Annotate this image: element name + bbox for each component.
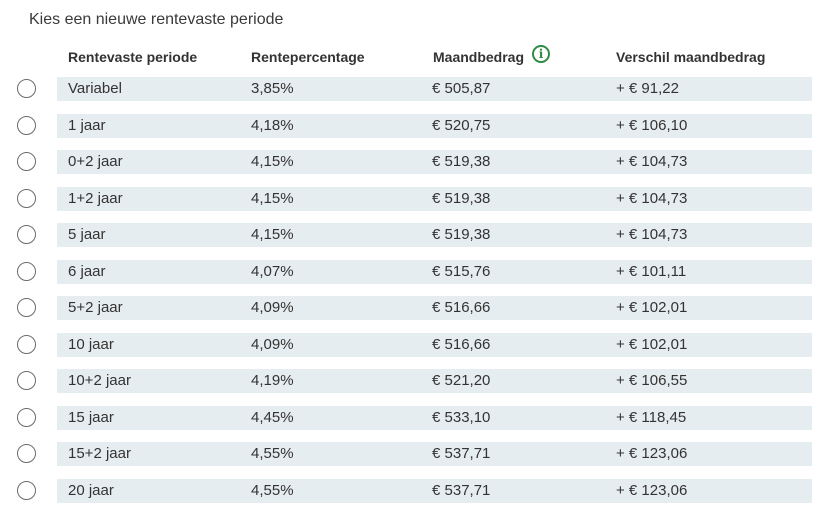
radio-button[interactable] <box>17 407 36 427</box>
table-row[interactable]: 1 jaar 4,18% € 520,75 + € 106,10 <box>0 111 821 148</box>
cell-maandbedrag: € 537,71 <box>432 445 491 462</box>
radio-button[interactable] <box>17 298 36 317</box>
table-header: Rentevaste periode Rentepercentage Maand… <box>0 46 821 68</box>
row-background <box>57 332 812 357</box>
table-row[interactable]: 10 jaar 4,09% € 516,66 + € 102,01 <box>0 330 821 367</box>
cell-verschil: + € 118,45 <box>616 408 687 426</box>
cell-periode: 10 jaar <box>68 335 114 353</box>
cell-verschil: + € 101,11 <box>616 262 687 280</box>
cell-maandbedrag: € 516,66 <box>432 335 491 353</box>
cell-verschil: + € 104,73 <box>616 153 688 170</box>
cell-rentepercentage: 4,55% <box>251 445 294 462</box>
table-row[interactable]: 6 jaar 4,07% € 515,76 + € 101,11 <box>0 257 821 294</box>
cell-maandbedrag: € 505,87 <box>432 80 491 97</box>
row-background <box>57 405 812 430</box>
table-row[interactable]: 0+2 jaar 4,15% € 519,38 + € 104,73 <box>0 147 821 184</box>
cell-maandbedrag: € 533,10 <box>432 408 491 426</box>
cell-maandbedrag: € 519,38 <box>432 226 491 243</box>
cell-verschil: + € 102,01 <box>616 335 688 353</box>
radio-button[interactable] <box>17 371 36 390</box>
cell-rentepercentage: 4,09% <box>251 299 294 316</box>
table-row[interactable]: 15+2 jaar 4,55% € 537,71 + € 123,06 <box>0 439 821 476</box>
header-maandbedrag: Maandbedrag <box>433 49 525 65</box>
cell-maandbedrag: € 515,76 <box>432 262 491 280</box>
cell-rentepercentage: 4,15% <box>251 226 294 243</box>
cell-periode: 15+2 jaar <box>68 445 131 462</box>
row-background <box>57 223 812 247</box>
cell-rentepercentage: 4,55% <box>251 481 294 499</box>
cell-verschil: + € 106,55 <box>616 372 688 389</box>
cell-periode: 0+2 jaar <box>68 153 123 170</box>
radio-button[interactable] <box>17 188 36 208</box>
cell-periode: 5 jaar <box>68 226 106 243</box>
table-row[interactable]: 20 jaar 4,55% € 537,71 + € 123,06 <box>0 476 821 508</box>
page-title: Kies een nieuwe rentevaste periode <box>29 11 284 28</box>
radio-button[interactable] <box>17 79 36 98</box>
table-row[interactable]: Variabel 3,85% € 505,87 + € 91,22 <box>0 74 821 111</box>
radio-button[interactable] <box>17 334 36 354</box>
row-background <box>57 478 812 503</box>
header-rentepercentage: Rentepercentage <box>251 49 365 65</box>
cell-verschil: + € 102,01 <box>616 299 688 316</box>
radio-button[interactable] <box>17 261 36 281</box>
cell-verschil: + € 106,10 <box>616 116 688 134</box>
cell-maandbedrag: € 516,66 <box>432 299 491 316</box>
row-background <box>57 259 812 284</box>
cell-maandbedrag: € 521,20 <box>432 372 491 389</box>
cell-periode: 5+2 jaar <box>68 299 123 316</box>
cell-rentepercentage: 4,09% <box>251 335 294 353</box>
cell-rentepercentage: 4,45% <box>251 408 294 426</box>
table-row[interactable]: 15 jaar 4,45% € 533,10 + € 118,45 <box>0 403 821 440</box>
cell-maandbedrag: € 519,38 <box>432 189 491 207</box>
cell-rentepercentage: 3,85% <box>251 80 294 97</box>
table-row[interactable]: 5+2 jaar 4,09% € 516,66 + € 102,01 <box>0 293 821 330</box>
row-background <box>57 77 812 101</box>
radio-button[interactable] <box>17 115 36 135</box>
cell-rentepercentage: 4,15% <box>251 189 294 207</box>
header-rentevaste-periode: Rentevaste periode <box>68 49 198 65</box>
cell-periode: 6 jaar <box>68 262 106 280</box>
cell-periode: 20 jaar <box>68 481 114 499</box>
table-row[interactable]: 5 jaar 4,15% € 519,38 + € 104,73 <box>0 220 821 257</box>
info-icon[interactable]: i <box>532 45 550 63</box>
cell-verschil: + € 123,06 <box>616 481 688 499</box>
radio-button[interactable] <box>17 480 36 500</box>
cell-maandbedrag: € 520,75 <box>432 116 491 134</box>
cell-rentepercentage: 4,18% <box>251 116 294 134</box>
cell-verschil: + € 104,73 <box>616 189 688 207</box>
cell-periode: 15 jaar <box>68 408 114 426</box>
cell-verschil: + € 91,22 <box>616 80 679 97</box>
cell-periode: 10+2 jaar <box>68 372 131 389</box>
row-background <box>57 442 812 466</box>
cell-verschil: + € 104,73 <box>616 226 688 243</box>
rates-table: Variabel 3,85% € 505,87 + € 91,22 1 jaar 4,1… <box>0 74 821 508</box>
row-background <box>57 113 812 138</box>
radio-button[interactable] <box>17 444 36 463</box>
radio-button[interactable] <box>17 225 36 244</box>
radio-button[interactable] <box>17 152 36 171</box>
row-background <box>57 150 812 174</box>
row-background <box>57 369 812 393</box>
cell-periode: 1 jaar <box>68 116 106 134</box>
cell-periode: 1+2 jaar <box>68 189 123 207</box>
table-row[interactable]: 10+2 jaar 4,19% € 521,20 + € 106,55 <box>0 366 821 403</box>
row-background <box>57 296 812 320</box>
table-row[interactable]: 1+2 jaar 4,15% € 519,38 + € 104,73 <box>0 184 821 221</box>
header-verschil-maandbedrag: Verschil maandbedrag <box>616 49 766 65</box>
cell-rentepercentage: 4,19% <box>251 372 294 389</box>
cell-maandbedrag: € 537,71 <box>432 481 491 499</box>
cell-rentepercentage: 4,15% <box>251 153 294 170</box>
cell-verschil: + € 123,06 <box>616 445 688 462</box>
cell-maandbedrag: € 519,38 <box>432 153 491 170</box>
cell-periode: Variabel <box>68 80 122 97</box>
cell-rentepercentage: 4,07% <box>251 262 294 280</box>
row-background <box>57 186 812 211</box>
